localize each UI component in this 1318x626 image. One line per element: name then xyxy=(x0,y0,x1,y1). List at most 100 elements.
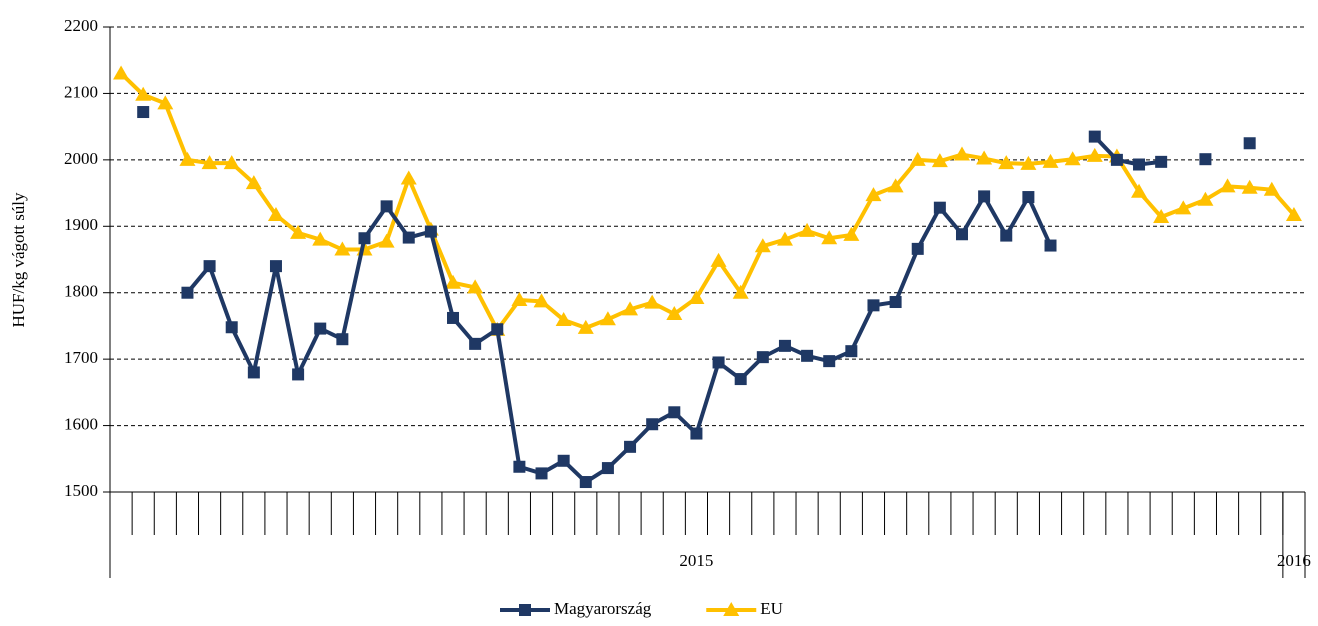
marker xyxy=(1175,200,1192,215)
group-label: 2016 xyxy=(1277,551,1311,570)
marker xyxy=(1153,208,1170,223)
marker xyxy=(535,467,548,480)
marker xyxy=(843,226,860,241)
marker xyxy=(1285,206,1302,221)
marker xyxy=(1243,137,1256,150)
marker xyxy=(469,337,482,350)
marker xyxy=(821,230,838,245)
marker xyxy=(1110,153,1123,166)
marker xyxy=(1020,155,1037,170)
marker xyxy=(646,418,659,431)
marker xyxy=(358,232,371,245)
marker xyxy=(380,200,393,213)
group-label: 2015 xyxy=(679,551,713,570)
y-tick-label: 1500 xyxy=(64,481,98,500)
legend-marker xyxy=(723,602,740,616)
marker xyxy=(225,321,238,334)
marker xyxy=(976,150,993,165)
y-tick-label: 1900 xyxy=(64,215,98,234)
marker xyxy=(447,311,460,324)
marker xyxy=(799,222,816,237)
marker xyxy=(865,187,882,202)
marker xyxy=(1131,183,1148,198)
marker xyxy=(801,349,814,362)
marker xyxy=(557,454,570,467)
marker xyxy=(491,323,504,336)
marker xyxy=(732,284,749,299)
marker xyxy=(181,286,194,299)
marker xyxy=(135,86,152,101)
marker xyxy=(334,241,351,256)
marker xyxy=(179,151,196,166)
legend-label: EU xyxy=(760,599,783,618)
marker xyxy=(756,351,769,364)
legend-marker xyxy=(519,604,531,616)
marker xyxy=(555,311,572,326)
marker xyxy=(336,333,349,346)
marker xyxy=(867,299,880,312)
marker xyxy=(356,241,373,256)
marker xyxy=(998,155,1015,170)
marker xyxy=(1022,191,1035,204)
marker xyxy=(601,462,614,475)
y-tick-label: 2100 xyxy=(64,82,98,101)
marker xyxy=(710,252,727,267)
marker xyxy=(1241,179,1258,194)
marker xyxy=(223,155,240,170)
marker xyxy=(400,170,417,185)
marker xyxy=(267,206,284,221)
series-line xyxy=(119,72,1296,332)
marker xyxy=(579,476,592,489)
marker xyxy=(933,201,946,214)
marker xyxy=(776,231,793,246)
marker xyxy=(599,311,616,326)
marker xyxy=(909,151,926,166)
marker xyxy=(1086,147,1103,162)
marker xyxy=(778,339,791,352)
legend-label: Magyarország xyxy=(554,599,652,618)
marker xyxy=(1199,153,1212,166)
marker xyxy=(247,366,260,379)
marker xyxy=(269,260,282,273)
marker xyxy=(622,301,639,316)
y-tick-label: 1700 xyxy=(64,348,98,367)
marker xyxy=(1155,155,1168,168)
marker xyxy=(668,406,681,419)
marker xyxy=(1133,158,1146,171)
marker xyxy=(754,238,771,253)
marker xyxy=(887,178,904,193)
marker xyxy=(203,260,216,273)
y-axis-label: HUF/kg vágott súly xyxy=(9,192,28,328)
marker xyxy=(577,319,594,334)
marker xyxy=(978,190,991,203)
marker xyxy=(513,460,526,473)
marker xyxy=(931,153,948,168)
marker xyxy=(823,355,836,368)
y-tick-label: 2200 xyxy=(64,16,98,35)
series-line xyxy=(187,137,1249,482)
marker xyxy=(533,293,550,308)
marker xyxy=(644,294,661,309)
marker xyxy=(712,356,725,369)
marker xyxy=(1263,181,1280,196)
marker xyxy=(511,292,528,307)
marker xyxy=(245,175,262,190)
marker xyxy=(314,322,327,335)
y-tick-label: 1600 xyxy=(64,414,98,433)
y-tick-label: 2000 xyxy=(64,149,98,168)
marker xyxy=(1088,130,1101,143)
marker xyxy=(624,440,637,453)
marker xyxy=(201,155,218,170)
marker xyxy=(157,95,174,110)
marker xyxy=(1197,191,1214,206)
marker xyxy=(113,65,130,80)
marker xyxy=(911,242,924,255)
marker xyxy=(690,427,703,440)
marker xyxy=(1000,229,1013,242)
marker xyxy=(688,290,705,305)
marker xyxy=(292,368,305,381)
marker xyxy=(955,228,968,241)
marker xyxy=(445,274,462,289)
marker xyxy=(1219,178,1236,193)
